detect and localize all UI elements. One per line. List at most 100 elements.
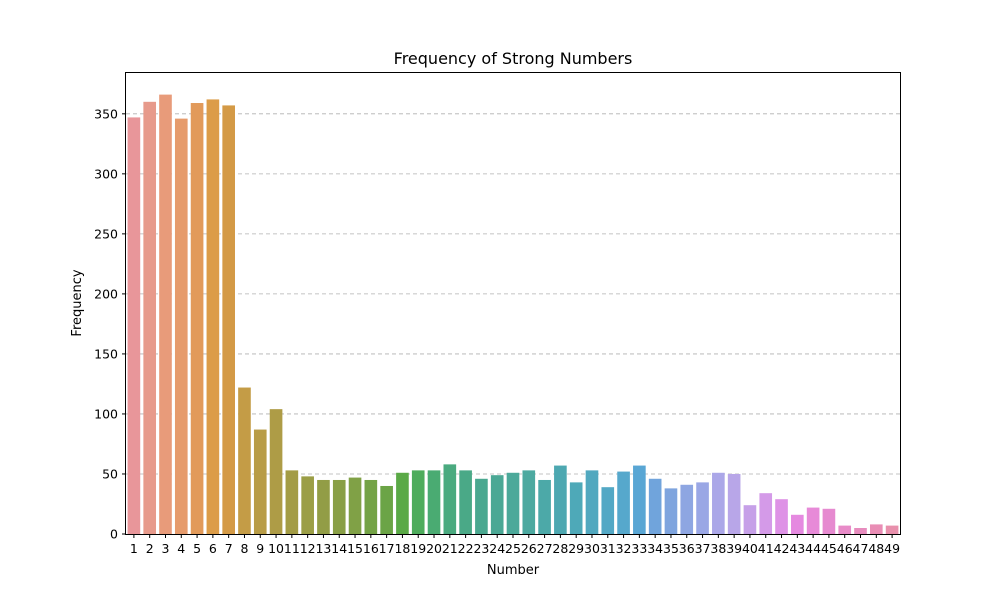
bar-13: [317, 479, 330, 534]
y-tick-label: 150: [94, 346, 118, 361]
x-tick-label: 45: [821, 541, 837, 556]
x-tick-label: 23: [473, 541, 489, 556]
x-tick-label: 46: [837, 541, 853, 556]
bar-layer: [127, 94, 899, 535]
x-tick-label: 18: [394, 541, 410, 556]
x-axis-title: Number: [487, 563, 540, 578]
x-tick-label: 28: [552, 541, 568, 556]
y-axis-title: Frequency: [70, 269, 85, 336]
y-tick-label: 350: [94, 106, 118, 121]
x-tick-label: 27: [537, 541, 553, 556]
bar-36: [680, 484, 694, 534]
bar-1: [127, 117, 141, 534]
x-tick-label: 25: [505, 541, 521, 556]
x-tick-label: 35: [663, 541, 679, 556]
bar-3: [159, 94, 172, 534]
bar-9: [253, 429, 267, 534]
bar-40: [743, 505, 757, 534]
bar-5: [190, 103, 204, 534]
x-tick-label: 31: [600, 541, 616, 556]
bar-16: [364, 479, 378, 534]
bar-33: [633, 465, 646, 534]
bar-10: [269, 409, 283, 534]
x-tick-label: 6: [209, 541, 217, 556]
x-tick-label: 42: [774, 541, 790, 556]
y-tick-label: 100: [94, 406, 118, 421]
bar-32: [617, 471, 630, 534]
y-tick-label: 300: [94, 166, 118, 181]
bar-4: [174, 118, 188, 535]
bar-7: [222, 105, 235, 534]
bar-24: [490, 475, 504, 534]
x-tick-label: 29: [568, 541, 584, 556]
bar-14: [332, 479, 346, 534]
bar-15: [348, 477, 362, 534]
x-tick-label: 41: [758, 541, 774, 556]
bar-47: [854, 527, 867, 534]
x-tick-label: 37: [695, 541, 711, 556]
bar-19: [411, 470, 425, 534]
bar-17: [380, 485, 393, 534]
grid-layer: [126, 113, 900, 475]
bar-48: [869, 524, 883, 534]
bar-27: [538, 479, 551, 534]
bar-30: [585, 470, 599, 534]
x-tick-label: 16: [363, 541, 379, 556]
bar-20: [427, 470, 441, 534]
x-tick-label: 11: [284, 541, 300, 556]
bar-37: [696, 482, 709, 534]
bar-34: [648, 478, 662, 534]
x-tick-label: 10: [268, 541, 284, 556]
bar-49: [885, 525, 899, 534]
bar-2: [143, 101, 157, 534]
x-tick-label: 19: [410, 541, 426, 556]
x-tick-label: 14: [331, 541, 347, 556]
bar-28: [554, 465, 567, 534]
x-tick-label: 2: [146, 541, 154, 556]
bar-38: [712, 472, 725, 534]
x-tick-label: 33: [631, 541, 647, 556]
x-tick-label: 3: [162, 541, 170, 556]
bar-42: [775, 499, 788, 534]
bar-21: [443, 464, 457, 534]
bar-41: [759, 493, 773, 534]
chart-title: Frequency of Strong Numbers: [394, 49, 633, 68]
bar-12: [301, 476, 314, 534]
x-tick-label: 13: [315, 541, 331, 556]
x-tick-label: 7: [225, 541, 233, 556]
x-tick-label: 5: [193, 541, 201, 556]
x-tick-label: 8: [240, 541, 248, 556]
x-tick-label: 12: [300, 541, 316, 556]
bar-11: [285, 470, 299, 534]
bar-8: [238, 387, 251, 534]
x-tick-label: 22: [458, 541, 474, 556]
bar-39: [727, 473, 741, 534]
x-tick-label: 9: [256, 541, 264, 556]
bar-22: [459, 470, 472, 534]
bar-26: [522, 470, 536, 534]
x-tick-label: 49: [884, 541, 900, 556]
y-tick-label: 250: [94, 226, 118, 241]
bar-18: [396, 472, 409, 534]
bar-31: [601, 487, 615, 534]
x-tick-label: 20: [426, 541, 442, 556]
bar-25: [506, 472, 520, 534]
x-tick-label: 39: [726, 541, 742, 556]
bar-6: [206, 99, 220, 534]
y-tick-label: 50: [102, 466, 118, 481]
x-tick-label: 32: [616, 541, 632, 556]
x-tick-label: 36: [679, 541, 695, 556]
x-tick-label: 4: [177, 541, 185, 556]
bar-45: [822, 508, 836, 534]
bar-23: [475, 478, 488, 534]
bar-29: [569, 482, 583, 534]
x-tick-label: 43: [789, 541, 805, 556]
bar-35: [664, 488, 678, 534]
x-tick-label: 40: [742, 541, 758, 556]
x-tick-label: 24: [489, 541, 505, 556]
y-tick-label: 200: [94, 286, 118, 301]
x-tick-label: 30: [584, 541, 600, 556]
x-tick-label: 17: [379, 541, 395, 556]
x-tick-label: 1: [130, 541, 138, 556]
